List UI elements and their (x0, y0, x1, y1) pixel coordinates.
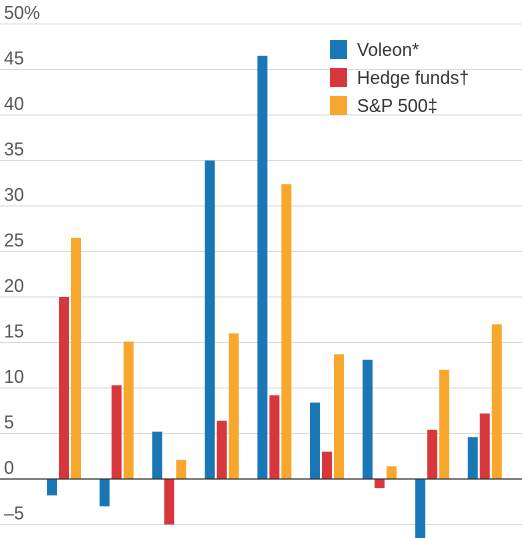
y-tick-label: 5 (4, 413, 14, 433)
bar-voleon-7 (362, 359, 373, 479)
legend-swatch (330, 40, 347, 59)
bar-voleon-9 (467, 437, 478, 479)
y-tick-label: 50% (4, 3, 40, 23)
y-tick-label: 25 (4, 231, 24, 251)
y-tick-label: 45 (4, 49, 24, 69)
y-tick-labels: 50% 45 40 35 30 25 20 15 10 5 0 –5 (4, 3, 40, 524)
bar-voleon-3 (152, 431, 163, 479)
bar-hedge-funds-8 (427, 429, 438, 479)
legend-swatch (330, 96, 347, 115)
legend: Voleon* Hedge funds† S&P 500‡ (330, 40, 469, 116)
bar-voleon-1 (47, 479, 57, 496)
legend-label: Hedge funds† (357, 68, 469, 88)
bar-hedge-funds-2 (111, 385, 122, 479)
bar-hedge-funds-5 (269, 395, 280, 479)
bar-sp500-1 (71, 237, 81, 479)
bar-voleon-5 (257, 55, 268, 479)
bar-voleon-2 (99, 479, 110, 507)
y-tick-label: 40 (4, 94, 24, 114)
bar-voleon-4 (204, 160, 215, 479)
bar-sp500-5 (281, 184, 292, 479)
bar-sp500-8 (439, 369, 450, 479)
y-tick-label: 0 (4, 458, 14, 478)
legend-swatch (330, 68, 347, 87)
bar-sp500-2 (123, 341, 134, 479)
bar-sp500-3 (176, 459, 187, 479)
bar-sp500-7 (386, 466, 397, 479)
bar-sp500-4 (228, 333, 239, 479)
bar-hedge-funds-3 (164, 479, 175, 525)
bar-sp500-6 (334, 354, 344, 479)
bar-hedge-funds-4 (216, 420, 227, 479)
bar-hedge-funds-7 (374, 479, 385, 489)
bar-voleon-6 (310, 402, 320, 479)
y-tick-label: 30 (4, 185, 24, 205)
bar-hedge-funds-6 (322, 451, 332, 479)
bar-hedge-funds-1 (59, 297, 69, 479)
y-tick-label: 35 (4, 140, 24, 160)
y-tick-label: 10 (4, 367, 24, 387)
bar-sp500-9 (491, 324, 502, 479)
bar-voleon-8 (415, 479, 426, 538)
legend-label: S&P 500‡ (357, 96, 438, 116)
bars (47, 55, 502, 538)
y-tick-label: 15 (4, 322, 24, 342)
y-tick-label: –5 (4, 504, 24, 524)
y-tick-label: 20 (4, 276, 24, 296)
bar-hedge-funds-9 (479, 413, 490, 479)
legend-label: Voleon* (357, 40, 419, 60)
